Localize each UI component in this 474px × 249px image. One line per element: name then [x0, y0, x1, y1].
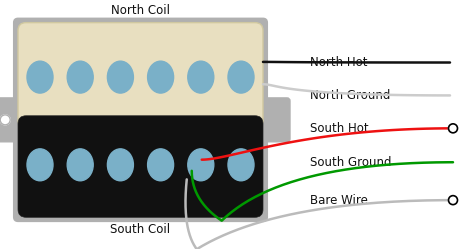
Ellipse shape	[108, 61, 133, 93]
Ellipse shape	[27, 149, 53, 181]
Text: North Hot: North Hot	[310, 56, 367, 69]
FancyBboxPatch shape	[18, 23, 263, 128]
FancyBboxPatch shape	[256, 98, 290, 142]
Ellipse shape	[188, 149, 214, 181]
FancyBboxPatch shape	[18, 116, 263, 217]
FancyBboxPatch shape	[14, 19, 267, 221]
Ellipse shape	[67, 61, 93, 93]
Text: North Coil: North Coil	[111, 4, 170, 17]
Ellipse shape	[67, 149, 93, 181]
FancyBboxPatch shape	[0, 98, 25, 142]
Ellipse shape	[228, 149, 254, 181]
Text: Bare Wire: Bare Wire	[310, 194, 368, 207]
Circle shape	[448, 196, 457, 205]
Ellipse shape	[147, 149, 173, 181]
Text: North Ground: North Ground	[310, 89, 391, 102]
Ellipse shape	[108, 149, 133, 181]
Text: South Coil: South Coil	[110, 223, 171, 236]
Circle shape	[0, 115, 10, 125]
Text: South Ground: South Ground	[310, 156, 392, 169]
Ellipse shape	[228, 61, 254, 93]
Ellipse shape	[27, 61, 53, 93]
Ellipse shape	[147, 61, 173, 93]
Ellipse shape	[188, 61, 214, 93]
Circle shape	[448, 124, 457, 133]
Text: South Hot: South Hot	[310, 122, 369, 135]
